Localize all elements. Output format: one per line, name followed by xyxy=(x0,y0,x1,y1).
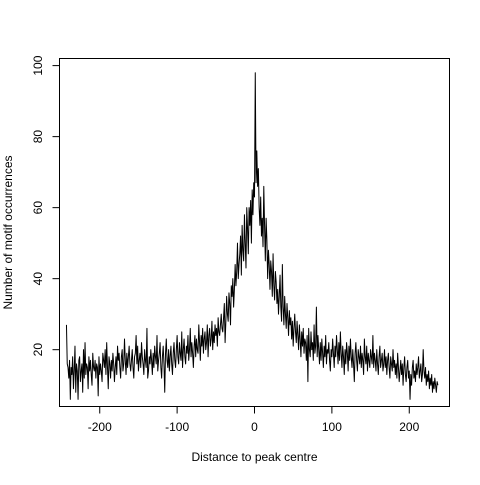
y-tick-label: 40 xyxy=(31,272,45,286)
x-axis: -200 -100 0 100 200 xyxy=(88,406,420,434)
y-tick-label: 100 xyxy=(31,55,45,75)
y-tick-label: 20 xyxy=(31,343,45,357)
y-axis: 20 40 60 80 100 xyxy=(31,55,60,356)
x-tick-label: 0 xyxy=(251,420,258,434)
y-axis-title: Number of motif occurrences xyxy=(1,155,15,309)
y-tick-label: 80 xyxy=(31,130,45,144)
x-tick-label: 100 xyxy=(322,420,342,434)
x-tick-label: 200 xyxy=(399,420,419,434)
x-tick-label: -100 xyxy=(165,420,189,434)
series-line xyxy=(65,72,439,400)
x-axis-title: Distance to peak centre xyxy=(191,450,317,464)
x-tick-label: -200 xyxy=(88,420,112,434)
y-tick-label: 60 xyxy=(31,201,45,215)
